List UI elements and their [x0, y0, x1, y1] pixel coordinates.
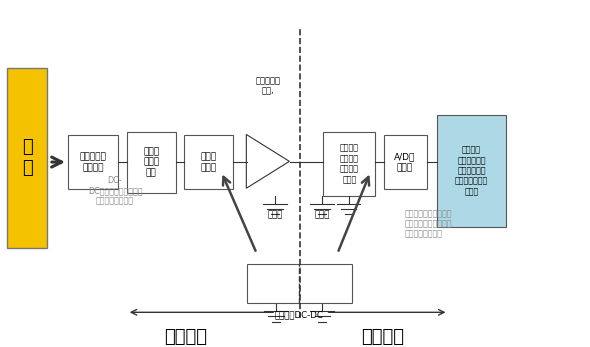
FancyBboxPatch shape	[437, 115, 506, 227]
FancyBboxPatch shape	[7, 68, 47, 248]
Text: 生物电信号
放大电路: 生物电信号 放大电路	[80, 153, 106, 172]
FancyBboxPatch shape	[323, 132, 375, 196]
Text: A/D转
换电路: A/D转 换电路	[394, 153, 416, 172]
Text: DC-
DC产生的双极性电源为
隔离前端电源供电: DC- DC产生的双极性电源为 隔离前端电源供电	[88, 176, 142, 206]
Text: 隔离前端: 隔离前端	[165, 328, 207, 346]
FancyBboxPatch shape	[127, 132, 176, 193]
Text: 隔离后端: 隔离后端	[361, 328, 404, 346]
Text: 隔离后的电路由于模拟
隔离隔离放大器的存在
也需要双极性电源: 隔离后的电路由于模拟 隔离隔离放大器的存在 也需要双极性电源	[404, 209, 452, 239]
FancyBboxPatch shape	[384, 135, 427, 189]
FancyBboxPatch shape	[184, 135, 233, 189]
Text: 主处理器
（负责数据采
集、存储、显
示、打印等所有
事务）: 主处理器 （负责数据采 集、存储、显 示、打印等所有 事务）	[455, 146, 488, 196]
Text: 模拟低
通滤波
电路: 模拟低 通滤波 电路	[143, 147, 159, 177]
Text: 带隔离的DC-DC: 带隔离的DC-DC	[275, 311, 323, 320]
Text: 模拟隔离放
大器,: 模拟隔离放 大器,	[255, 76, 280, 95]
Text: 三阶有源
巴特沃斯
模拟低通
滤波器: 三阶有源 巴特沃斯 模拟低通 滤波器	[340, 144, 359, 184]
Text: 后级地: 后级地	[314, 210, 330, 219]
Text: 人
体: 人 体	[22, 138, 32, 177]
Text: 前级地: 前级地	[267, 210, 283, 219]
Text: 模拟隔
波电路: 模拟隔 波电路	[201, 153, 217, 172]
FancyBboxPatch shape	[247, 264, 352, 303]
FancyBboxPatch shape	[68, 135, 118, 189]
